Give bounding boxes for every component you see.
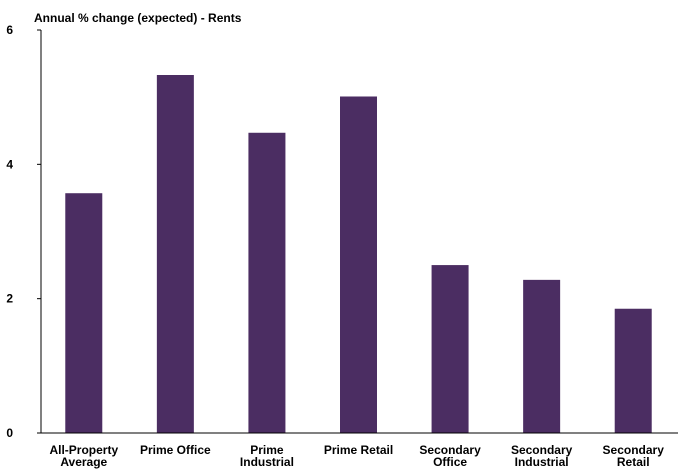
bar (156, 75, 194, 434)
x-category-label: Retail (617, 455, 650, 469)
y-tick-label: 6 (6, 23, 13, 37)
x-category-label: Secondary (511, 443, 573, 457)
y-tick-label: 2 (6, 292, 13, 306)
y-axis-ticks: 0 2 4 6 (6, 23, 41, 440)
bar (65, 193, 103, 433)
bar (340, 96, 377, 434)
x-category-label: Secondary (419, 443, 481, 457)
bars (65, 75, 652, 434)
x-category-label: Office (433, 455, 467, 469)
x-category-label: Average (60, 455, 107, 469)
y-tick-label: 4 (6, 157, 13, 171)
y-tick-label: 0 (6, 426, 13, 440)
x-category-label: Prime Retail (324, 443, 393, 457)
x-category-label: Industrial (240, 455, 294, 469)
bar (248, 132, 286, 433)
x-category-label: Industrial (515, 455, 569, 469)
bar (614, 308, 652, 433)
x-category-label: Prime Office (140, 443, 211, 457)
bar (431, 265, 469, 433)
bar (523, 279, 561, 433)
x-category-label: Secondary (603, 443, 665, 457)
x-category-label: All-Property (49, 443, 118, 457)
chart-title: Annual % change (expected) - Rents (34, 11, 242, 25)
x-category-label: Prime (250, 443, 284, 457)
